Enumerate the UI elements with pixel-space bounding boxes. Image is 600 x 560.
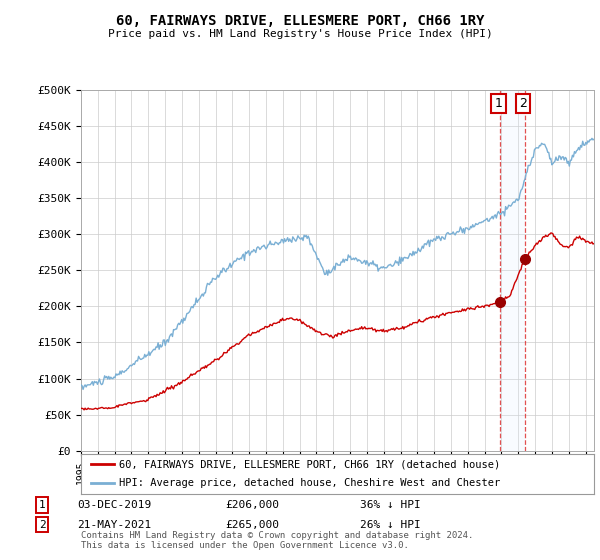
Text: £206,000: £206,000 (225, 500, 279, 510)
Text: 03-DEC-2019: 03-DEC-2019 (77, 500, 151, 510)
Text: 36% ↓ HPI: 36% ↓ HPI (359, 500, 421, 510)
Bar (500, 90, 525, 451)
Text: 2: 2 (519, 97, 527, 110)
Text: 60, FAIRWAYS DRIVE, ELLESMERE PORT, CH66 1RY (detached house): 60, FAIRWAYS DRIVE, ELLESMERE PORT, CH66… (119, 459, 501, 469)
Text: 1: 1 (38, 500, 46, 510)
Text: 2: 2 (38, 520, 46, 530)
Text: 21-MAY-2021: 21-MAY-2021 (77, 520, 151, 530)
Text: £265,000: £265,000 (225, 520, 279, 530)
Text: Contains HM Land Registry data © Crown copyright and database right 2024.
This d: Contains HM Land Registry data © Crown c… (81, 530, 473, 550)
Text: 1: 1 (494, 97, 502, 110)
Text: HPI: Average price, detached house, Cheshire West and Chester: HPI: Average price, detached house, Ches… (119, 478, 501, 488)
Text: 26% ↓ HPI: 26% ↓ HPI (359, 520, 421, 530)
Text: 60, FAIRWAYS DRIVE, ELLESMERE PORT, CH66 1RY: 60, FAIRWAYS DRIVE, ELLESMERE PORT, CH66… (116, 14, 484, 28)
Text: Price paid vs. HM Land Registry's House Price Index (HPI): Price paid vs. HM Land Registry's House … (107, 29, 493, 39)
